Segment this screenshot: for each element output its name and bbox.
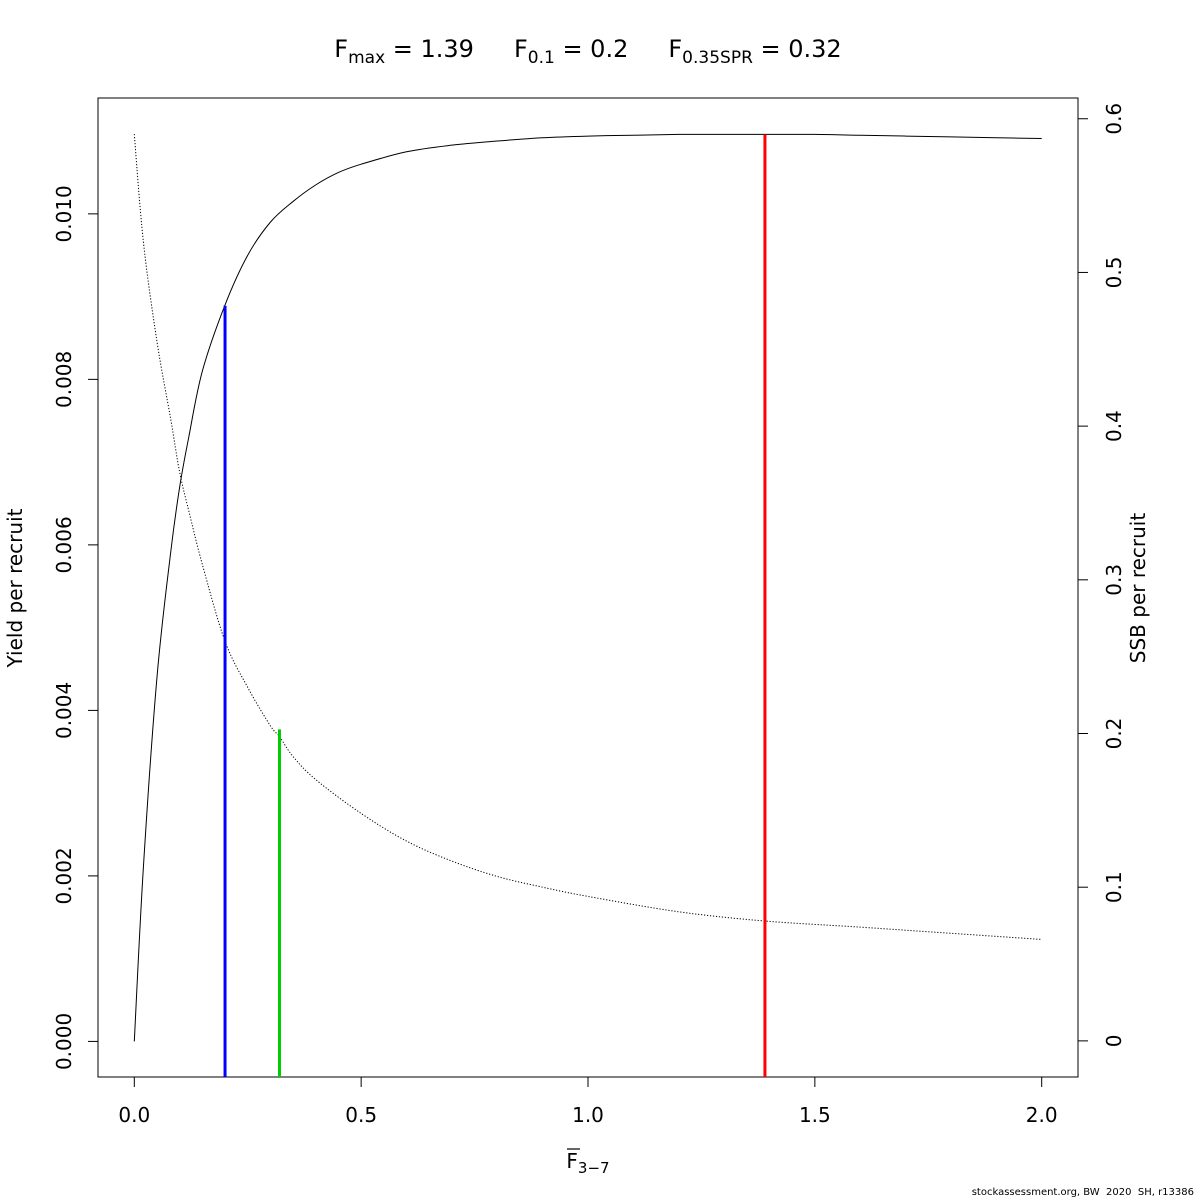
y-left-tick-label: 0.010 xyxy=(52,185,76,242)
title-subscript: max xyxy=(348,48,385,68)
y-right-axis-label: SSB per recruit xyxy=(1126,513,1150,664)
title-subscript: 0.1 xyxy=(528,48,555,68)
x-axis-label-base: F xyxy=(566,1149,578,1173)
y-left-tick-label: 0.000 xyxy=(52,1013,76,1070)
title-text: Fmax = 1.39 F0.1 = 0.2 F0.35SPR = 0.32 xyxy=(334,35,841,68)
y-left-tick-label: 0.006 xyxy=(52,516,76,573)
y-right-tick-label: 0.1 xyxy=(1102,871,1126,903)
plot-frame xyxy=(97,97,1079,1078)
series-group xyxy=(133,133,1042,1042)
x-tick-label: 0.5 xyxy=(345,1103,377,1127)
y-left-tick-label: 0.008 xyxy=(52,351,76,408)
title-symbol: F xyxy=(334,35,348,63)
title-symbol: F xyxy=(514,35,528,63)
x-tick-label: 2.0 xyxy=(1026,1103,1058,1127)
x-axis: 0.0 0.5 1.0 1.5 2.0 xyxy=(118,1076,1058,1127)
y-axis-left: 0.000 0.002 0.004 0.006 0.008 0.010 xyxy=(52,185,99,1070)
y-left-axis-label: Yield per recruit xyxy=(3,508,27,668)
title-value: = 1.39 xyxy=(385,35,474,63)
x-tick-label: 0.0 xyxy=(118,1103,150,1127)
footer-credit: stockassessment.org, BW 2020 SH, r13386 xyxy=(971,1187,1194,1198)
reference-lines xyxy=(223,134,767,1077)
y-right-tick-label: 0.5 xyxy=(1102,257,1126,289)
y-right-tick-label: 0.2 xyxy=(1102,718,1126,750)
y-left-tick-label: 0.004 xyxy=(52,682,76,739)
yield-per-recruit-curve xyxy=(133,133,1042,1042)
title-subscript: 0.35SPR xyxy=(682,48,753,68)
ssb-per-recruit-curve xyxy=(133,134,1042,940)
y-right-tick-label: 0.6 xyxy=(1102,103,1126,135)
y-right-tick-label: 0 xyxy=(1102,1035,1126,1048)
title-value: = 0.32 xyxy=(753,35,842,63)
y-right-tick-label: 0.3 xyxy=(1102,564,1126,596)
y-left-tick-label: 0.002 xyxy=(52,847,76,904)
x-axis-label: F3−7 xyxy=(566,1149,609,1177)
axis-labels: Yield per recruit SSB per recruit F3−7 xyxy=(3,508,1150,1177)
title-value: = 0.2 xyxy=(555,35,629,63)
y-right-tick-label: 0.4 xyxy=(1102,410,1126,442)
x-tick-label: 1.0 xyxy=(572,1103,604,1127)
title-symbol: F xyxy=(668,35,682,63)
x-tick-label: 1.5 xyxy=(799,1103,831,1127)
y-axis-right: 0 0.1 0.2 0.3 0.4 0.5 0.6 xyxy=(1077,103,1126,1048)
x-axis-label-subscript: 3−7 xyxy=(578,1159,610,1177)
chart-title: Fmax = 1.39 F0.1 = 0.2 F0.35SPR = 0.32 xyxy=(334,35,841,68)
